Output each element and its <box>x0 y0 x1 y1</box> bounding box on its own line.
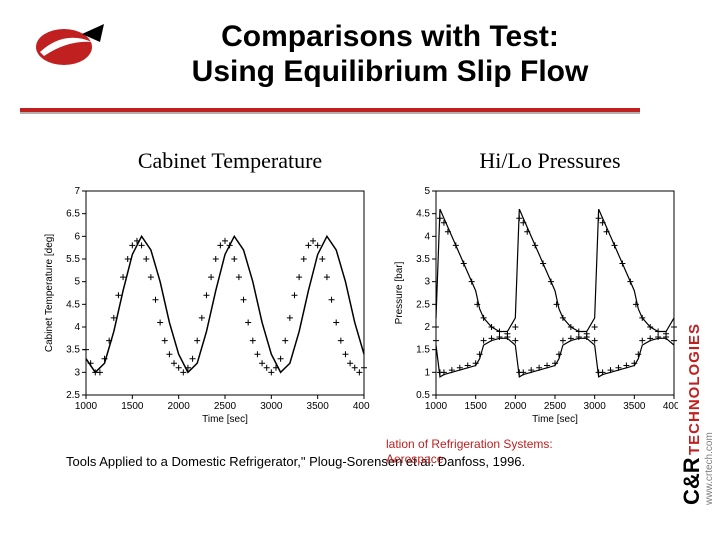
title-line2: Using Equilibrium Slip Flow <box>120 55 660 90</box>
cabinet-temperature-chart: 2.5 3 3.5 4 4.5 5 5.5 6 6.5 7 1000 1500 2000 2500 3000… <box>40 185 370 425</box>
side-brand: C&R TECHNOLOGIES www.crtech.com <box>678 0 720 540</box>
title-underline-shadow <box>20 112 640 114</box>
svg-text:C&R: C&R <box>679 457 704 505</box>
svg-text:5: 5 <box>74 277 80 288</box>
svg-text:4000: 4000 <box>353 401 370 412</box>
svg-text:2.5: 2.5 <box>66 390 80 401</box>
title-line1: Comparisons with Test: <box>120 20 660 55</box>
svg-text:2500: 2500 <box>544 401 567 412</box>
svg-text:3500: 3500 <box>623 401 646 412</box>
svg-text:5.5: 5.5 <box>66 254 80 265</box>
hi-lo-pressures-chart: 0.5 1 1.5 2 2.5 3 3.5 4 4.5 5 1000 1500 2000 2500 3000… <box>390 185 680 425</box>
svg-text:2: 2 <box>424 322 430 333</box>
svg-text:1000: 1000 <box>425 401 448 412</box>
svg-text:3000: 3000 <box>260 401 283 412</box>
svg-text:1.5: 1.5 <box>416 345 430 356</box>
svg-text:6: 6 <box>74 231 80 242</box>
svg-text:4.5: 4.5 <box>66 299 80 310</box>
svg-text:3: 3 <box>74 367 80 378</box>
svg-text:3.5: 3.5 <box>66 345 80 356</box>
citation-text: lation of Refrigeration Systems: Aerospa… <box>66 440 610 470</box>
svg-text:1500: 1500 <box>465 401 488 412</box>
svg-text:Time [sec]: Time [sec] <box>202 414 248 425</box>
svg-text:0.5: 0.5 <box>416 390 430 401</box>
svg-text:Pressure [bar]: Pressure [bar] <box>394 261 405 324</box>
right-chart-title: Hi/Lo Pressures <box>420 148 680 174</box>
company-logo <box>34 22 104 77</box>
svg-text:TECHNOLOGIES: TECHNOLOGIES <box>686 323 703 455</box>
svg-text:1000: 1000 <box>75 401 98 412</box>
svg-text:2000: 2000 <box>504 401 527 412</box>
svg-text:4.5: 4.5 <box>416 209 430 220</box>
svg-text:1: 1 <box>424 367 430 378</box>
svg-text:Cabinet Temperature [deg]: Cabinet Temperature [deg] <box>44 234 55 352</box>
svg-text:2.5: 2.5 <box>416 299 430 310</box>
svg-text:2000: 2000 <box>168 401 191 412</box>
svg-text:3000: 3000 <box>584 401 607 412</box>
svg-text:4: 4 <box>74 322 80 333</box>
svg-text:Time [sec]: Time [sec] <box>532 414 578 425</box>
svg-text:7: 7 <box>74 186 80 197</box>
svg-text:3500: 3500 <box>307 401 330 412</box>
svg-text:3: 3 <box>424 277 430 288</box>
slide-title: Comparisons with Test: Using Equilibrium… <box>120 20 660 89</box>
svg-text:3.5: 3.5 <box>416 254 430 265</box>
svg-text:5: 5 <box>424 186 430 197</box>
citation-red-fragment: lation of Refrigeration Systems: Aerospa… <box>386 437 610 467</box>
svg-text:6.5: 6.5 <box>66 209 80 220</box>
svg-text:1500: 1500 <box>121 401 144 412</box>
svg-text:www.crtech.com: www.crtech.com <box>704 432 715 506</box>
svg-text:2500: 2500 <box>214 401 237 412</box>
svg-text:4: 4 <box>424 231 430 242</box>
left-chart-title: Cabinet Temperature <box>100 148 360 174</box>
